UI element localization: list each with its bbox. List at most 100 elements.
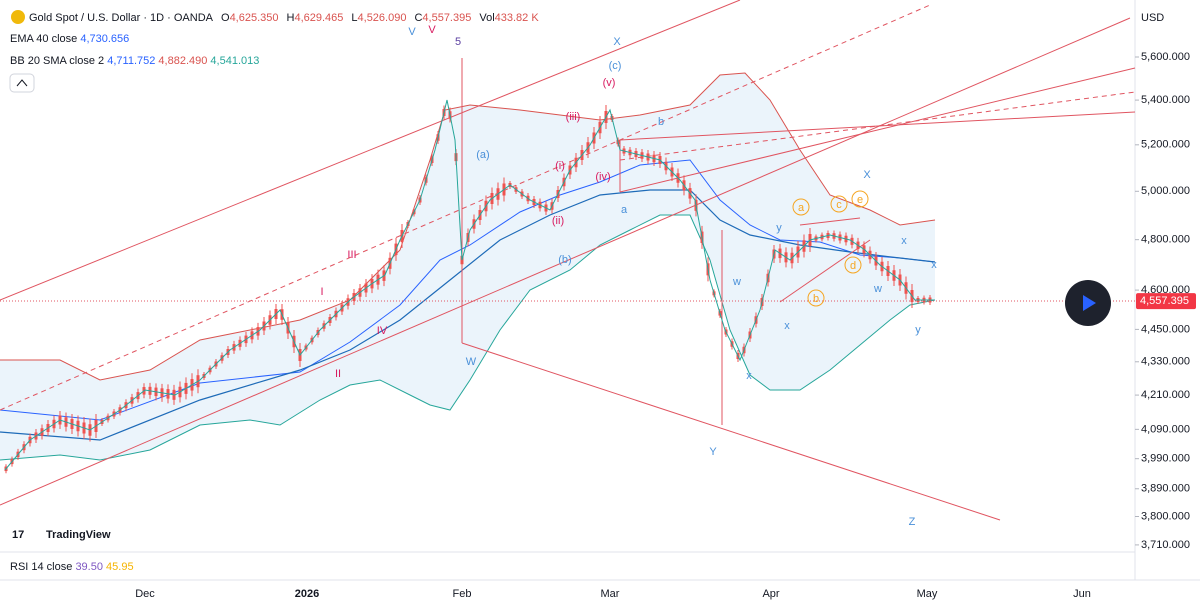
collapse-icon [16, 79, 28, 87]
time-label: Feb [453, 588, 472, 600]
bb-lower-value: 4,541.013 [210, 55, 259, 67]
bb-label: BB 20 SMA close 2 [10, 55, 104, 67]
price-tick-label: 4,800.000 [1141, 234, 1190, 246]
vol-key: Vol [479, 12, 494, 24]
price-tick-label: 3,890.000 [1141, 483, 1190, 495]
wave-label: a [621, 204, 628, 216]
rsi-legend: RSI 14 close 39.50 45.95 [10, 561, 134, 573]
wave-label: b [658, 116, 664, 128]
wave-label: x [931, 259, 937, 271]
wave-label: (v) [603, 77, 616, 89]
ema-label: EMA 40 close [10, 33, 77, 45]
wave-label: Z [909, 516, 916, 528]
wave-label: y [776, 222, 782, 234]
logo-mark: 17 [12, 529, 24, 541]
circled-label: e [857, 194, 863, 206]
currency: USD [1141, 12, 1164, 24]
wave-label: x [901, 235, 907, 247]
circled-label: b [813, 293, 819, 305]
wave-label: w [873, 283, 882, 295]
circled-label: d [850, 260, 856, 272]
wave-label: X [863, 169, 871, 181]
price-tick-label: 5,600.000 [1141, 51, 1190, 63]
wave-label: (c) [609, 60, 622, 72]
price-tick-label: 3,800.000 [1141, 510, 1190, 522]
price-tick-label: 3,990.000 [1141, 453, 1190, 465]
wave-label: (i) [555, 160, 565, 172]
wave-label: (iii) [566, 111, 581, 123]
time-label: Mar [601, 588, 620, 600]
collapse-button[interactable] [9, 73, 35, 93]
wave-label: y [915, 324, 921, 336]
price-tick-label: 5,200.000 [1141, 139, 1190, 151]
ohlc-key: H [287, 12, 295, 24]
wave-label: IV [377, 325, 388, 337]
circled-label-ring [851, 190, 869, 208]
wave-label: Y [709, 446, 717, 458]
bb-lower [0, 214, 936, 461]
price-tick-label: 3,710.000 [1141, 539, 1190, 551]
play-icon [1083, 295, 1096, 311]
header-line: Gold Spot / U.S. Dollar · 1D · OANDA O4,6… [29, 12, 539, 24]
bb-legend: BB 20 SMA close 2 4,711.752 4,882.490 4,… [10, 55, 259, 67]
rsi-ma-value: 45.95 [106, 561, 134, 573]
wave-label: II [335, 368, 341, 380]
symbol: Gold Spot / U.S. Dollar · 1D · OANDA [29, 12, 214, 24]
time-label: Apr [762, 588, 779, 600]
price-tick-label: 5,000.000 [1141, 185, 1190, 197]
ema-legend: EMA 40 close 4,730.656 [10, 33, 129, 45]
price-tick-label: 5,400.000 [1141, 94, 1190, 106]
price-tick-label: 4,600.000 [1141, 284, 1190, 296]
wave-label: W [466, 356, 477, 368]
wave-label: (iv) [595, 171, 610, 183]
bb-basis-value: 4,711.752 [107, 55, 155, 67]
time-label: Dec [135, 588, 155, 600]
price-tick-label: 4,450.000 [1141, 323, 1190, 335]
wave-label: X [613, 36, 621, 48]
ohlc-value: 4,557.395 [422, 12, 471, 24]
wave-label: x [746, 370, 752, 382]
wave-label: (ii) [552, 215, 564, 227]
ema-value: 4,730.656 [80, 33, 129, 45]
ohlc-value: 4,625.350 [230, 12, 279, 24]
ohlc-key: C [414, 12, 422, 24]
wave-label: I [320, 286, 323, 298]
wave-label: (b) [558, 254, 571, 266]
wave-label: (a) [476, 149, 489, 161]
price-tick-label: 4,210.000 [1141, 389, 1190, 401]
circled-label-ring [830, 195, 848, 213]
last-price-label: 4,557.395 [1140, 295, 1189, 307]
wave-label: 5 [455, 36, 461, 48]
trend-lines [0, 0, 1136, 521]
price-tick-label: 4,090.000 [1141, 423, 1190, 435]
circled-label: c [836, 199, 842, 211]
price-tick-label: 4,330.000 [1141, 356, 1190, 368]
symbol-icon [11, 10, 25, 24]
ohlc-value: 4,629.465 [294, 12, 343, 24]
wave-label: III [347, 249, 356, 261]
rsi-value: 39.50 [75, 561, 103, 573]
circled-label-ring [807, 289, 825, 307]
circled-label-ring [792, 198, 810, 216]
vol-value: 433.82 K [495, 12, 540, 24]
wave-label: x [784, 320, 790, 332]
ohlc-value: 4,526.090 [358, 12, 407, 24]
circled-label-ring [844, 256, 862, 274]
time-label: 2026 [295, 588, 319, 600]
wave-label: V [408, 26, 416, 38]
circled-label: a [798, 202, 805, 214]
ema-line [0, 189, 936, 441]
wave-label: V [428, 24, 436, 36]
rsi-label: RSI 14 close [10, 561, 72, 573]
bb-upper-value: 4,882.490 [158, 55, 207, 67]
logo: TradingView [46, 529, 111, 541]
wave-label: w [732, 276, 741, 288]
bb-upper [0, 72, 936, 381]
time-label: May [917, 588, 938, 600]
ohlc-key: O [221, 12, 230, 24]
price-path [4, 99, 935, 471]
ohlc-key: L [351, 12, 357, 24]
last-price-tag [1136, 293, 1196, 310]
